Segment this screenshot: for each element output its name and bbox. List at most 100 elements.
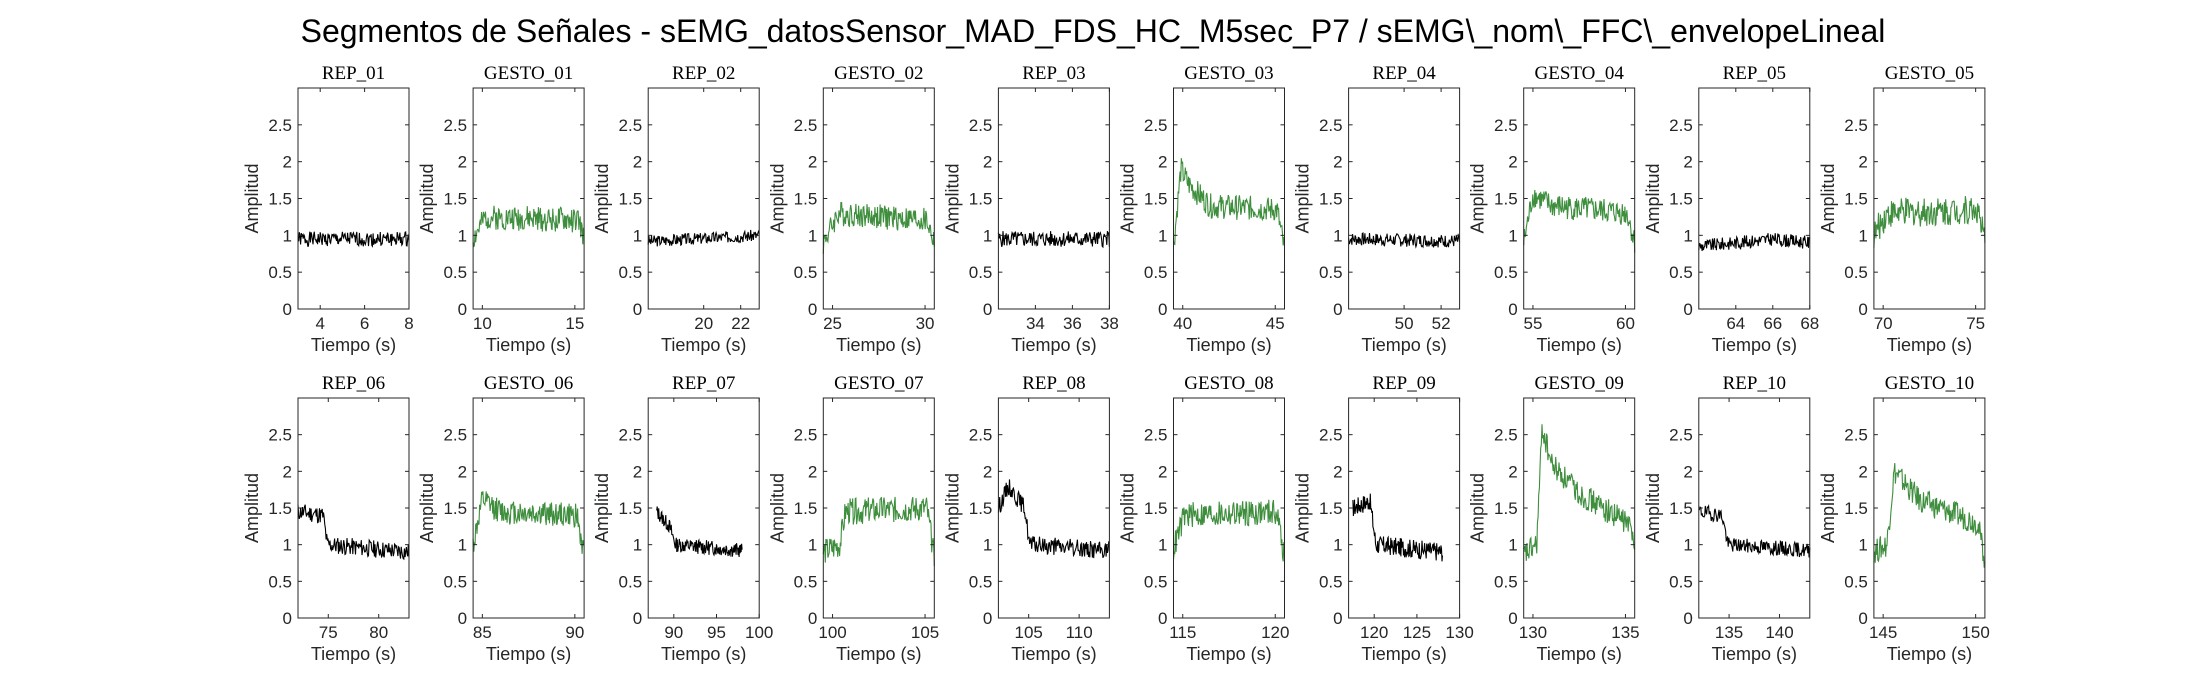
y-tick-label: 1.5: [1844, 190, 1868, 209]
axes-box: [647, 397, 760, 619]
y-tick-label: 2: [808, 153, 817, 172]
y-tick-label: 2.5: [619, 116, 643, 135]
subplot-title: GESTO_05: [1885, 63, 1974, 84]
x-tick-label: 75: [1966, 314, 1985, 333]
y-tick-label: 0: [1683, 609, 1692, 628]
y-tick-label: 2: [1158, 153, 1167, 172]
y-tick-label: 1: [1683, 536, 1692, 555]
x-tick-label: 52: [1432, 314, 1451, 333]
x-tick-label: 130: [1519, 623, 1547, 642]
y-tick-label: 1.5: [1494, 499, 1518, 518]
x-axis-label: Tiempo (s): [1361, 335, 1446, 355]
axes-box: [1523, 397, 1636, 619]
y-axis-label: Amplitud: [1643, 163, 1663, 233]
y-tick-label: 1: [1858, 536, 1867, 555]
subplot-rep_07: 0 0.5 1 1.5 2 2.5 90 95 100 REP_07 Tiempo (s) Ampli…: [592, 373, 773, 664]
y-tick-label: 1.5: [268, 190, 292, 209]
y-tick-label: 2: [633, 153, 642, 172]
y-tick-label: 1.5: [1319, 190, 1343, 209]
signal-line: [472, 205, 585, 248]
axes-box: [1873, 87, 1986, 310]
signal-line: [1873, 463, 1986, 568]
x-tick-label: 135: [1611, 623, 1639, 642]
axes-box: [297, 87, 410, 310]
y-axis-label: Amplitud: [1118, 473, 1138, 543]
y-tick-label: 2.5: [443, 116, 467, 135]
signal-line: [472, 491, 585, 554]
y-tick-label: 0.5: [969, 263, 993, 282]
subplot-gesto_06: 0 0.5 1 1.5 2 2.5 85 90 GESTO_06 Tiempo (s) Amplit…: [417, 373, 585, 664]
y-tick-label: 2.5: [969, 426, 993, 445]
axes-box: [297, 397, 410, 619]
signal-line: [822, 496, 935, 567]
axes-box: [1348, 87, 1461, 310]
subplot-title: REP_03: [1022, 63, 1085, 84]
x-tick-label: 20: [694, 314, 713, 333]
subplot-gesto_03: 0 0.5 1 1.5 2 2.5 40 45 GESTO_03 Tiempo (s) Amplit…: [1118, 63, 1286, 355]
subplot-rep_09: 0 0.5 1 1.5 2 2.5 120 125 130 REP_09 Tiempo (s) Amp…: [1293, 373, 1474, 664]
subplot-title: REP_04: [1372, 63, 1436, 84]
x-tick-label: 140: [1765, 623, 1793, 642]
subplot-rep_05: 0 0.5 1 1.5 2 2.5 64 66 68 REP_05 Tiempo (s) Amplit…: [1643, 63, 1819, 355]
subplot-title: GESTO_06: [484, 373, 573, 394]
y-tick-label: 0.5: [1669, 263, 1693, 282]
y-axis-label: Amplitud: [942, 163, 962, 233]
x-tick-label: 100: [745, 623, 773, 642]
y-axis-label: Amplitud: [1818, 163, 1838, 233]
x-tick-label: 75: [319, 623, 338, 642]
y-tick-label: 0.5: [794, 572, 818, 591]
signal-line: [997, 479, 1110, 559]
x-tick-label: 30: [916, 314, 935, 333]
x-tick-label: 105: [911, 623, 939, 642]
x-tick-label: 40: [1173, 314, 1192, 333]
y-tick-label: 0: [983, 609, 992, 628]
y-tick-label: 1: [458, 226, 467, 245]
y-tick-label: 2.5: [1669, 426, 1693, 445]
y-tick-label: 0: [458, 300, 467, 319]
y-tick-label: 2.5: [268, 426, 292, 445]
y-tick-label: 2.5: [619, 426, 643, 445]
subplot-gesto_07: 0 0.5 1 1.5 2 2.5 100 105 GESTO_07 Tiempo (s) Ampl…: [767, 373, 939, 664]
y-axis-label: Amplitud: [242, 473, 262, 543]
subplot-title: REP_01: [322, 63, 385, 84]
y-tick-label: 0: [1508, 609, 1517, 628]
y-axis-label: Amplitud: [767, 473, 787, 543]
x-tick-label: 110: [1066, 623, 1093, 642]
y-tick-label: 1.5: [443, 499, 467, 518]
y-tick-label: 1.5: [969, 190, 993, 209]
subplot-gesto_08: 0 0.5 1 1.5 2 2.5 115 120 GESTO_08 Tiempo (s) Ampl…: [1118, 373, 1290, 664]
y-tick-label: 0: [808, 300, 817, 319]
x-tick-label: 6: [360, 314, 369, 333]
x-tick-label: 135: [1715, 623, 1743, 642]
x-tick-label: 68: [1800, 314, 1819, 333]
y-tick-label: 0.5: [969, 572, 993, 591]
y-tick-label: 2.5: [268, 116, 292, 135]
x-axis-label: Tiempo (s): [486, 335, 571, 355]
subplot-title: REP_06: [322, 373, 385, 394]
y-tick-label: 1.5: [1669, 190, 1693, 209]
y-tick-label: 1: [1158, 536, 1167, 555]
x-axis-label: Tiempo (s): [1186, 644, 1271, 664]
y-tick-label: 2: [283, 462, 292, 481]
x-axis-label: Tiempo (s): [836, 644, 921, 664]
y-axis-label: Amplitud: [1293, 473, 1313, 543]
x-tick-label: 90: [664, 623, 683, 642]
subplot-title: GESTO_07: [834, 373, 923, 394]
y-tick-label: 0.5: [1494, 572, 1518, 591]
signal-line: [656, 506, 743, 558]
y-tick-label: 0.5: [1844, 572, 1868, 591]
x-tick-label: 125: [1403, 623, 1431, 642]
x-tick-label: 80: [369, 623, 388, 642]
x-tick-label: 85: [473, 623, 492, 642]
x-axis-label: Tiempo (s): [661, 335, 746, 355]
axes-box: [472, 87, 585, 310]
y-tick-label: 2.5: [969, 116, 993, 135]
x-tick-label: 50: [1395, 314, 1414, 333]
x-axis-label: Tiempo (s): [1186, 335, 1271, 355]
subplot-rep_04: 0 0.5 1 1.5 2 2.5 50 52 REP_04 Tiempo (s) Amplitud: [1293, 63, 1461, 355]
y-tick-label: 1: [983, 536, 992, 555]
x-tick-label: 100: [818, 623, 846, 642]
y-axis-label: Amplitud: [592, 163, 612, 233]
